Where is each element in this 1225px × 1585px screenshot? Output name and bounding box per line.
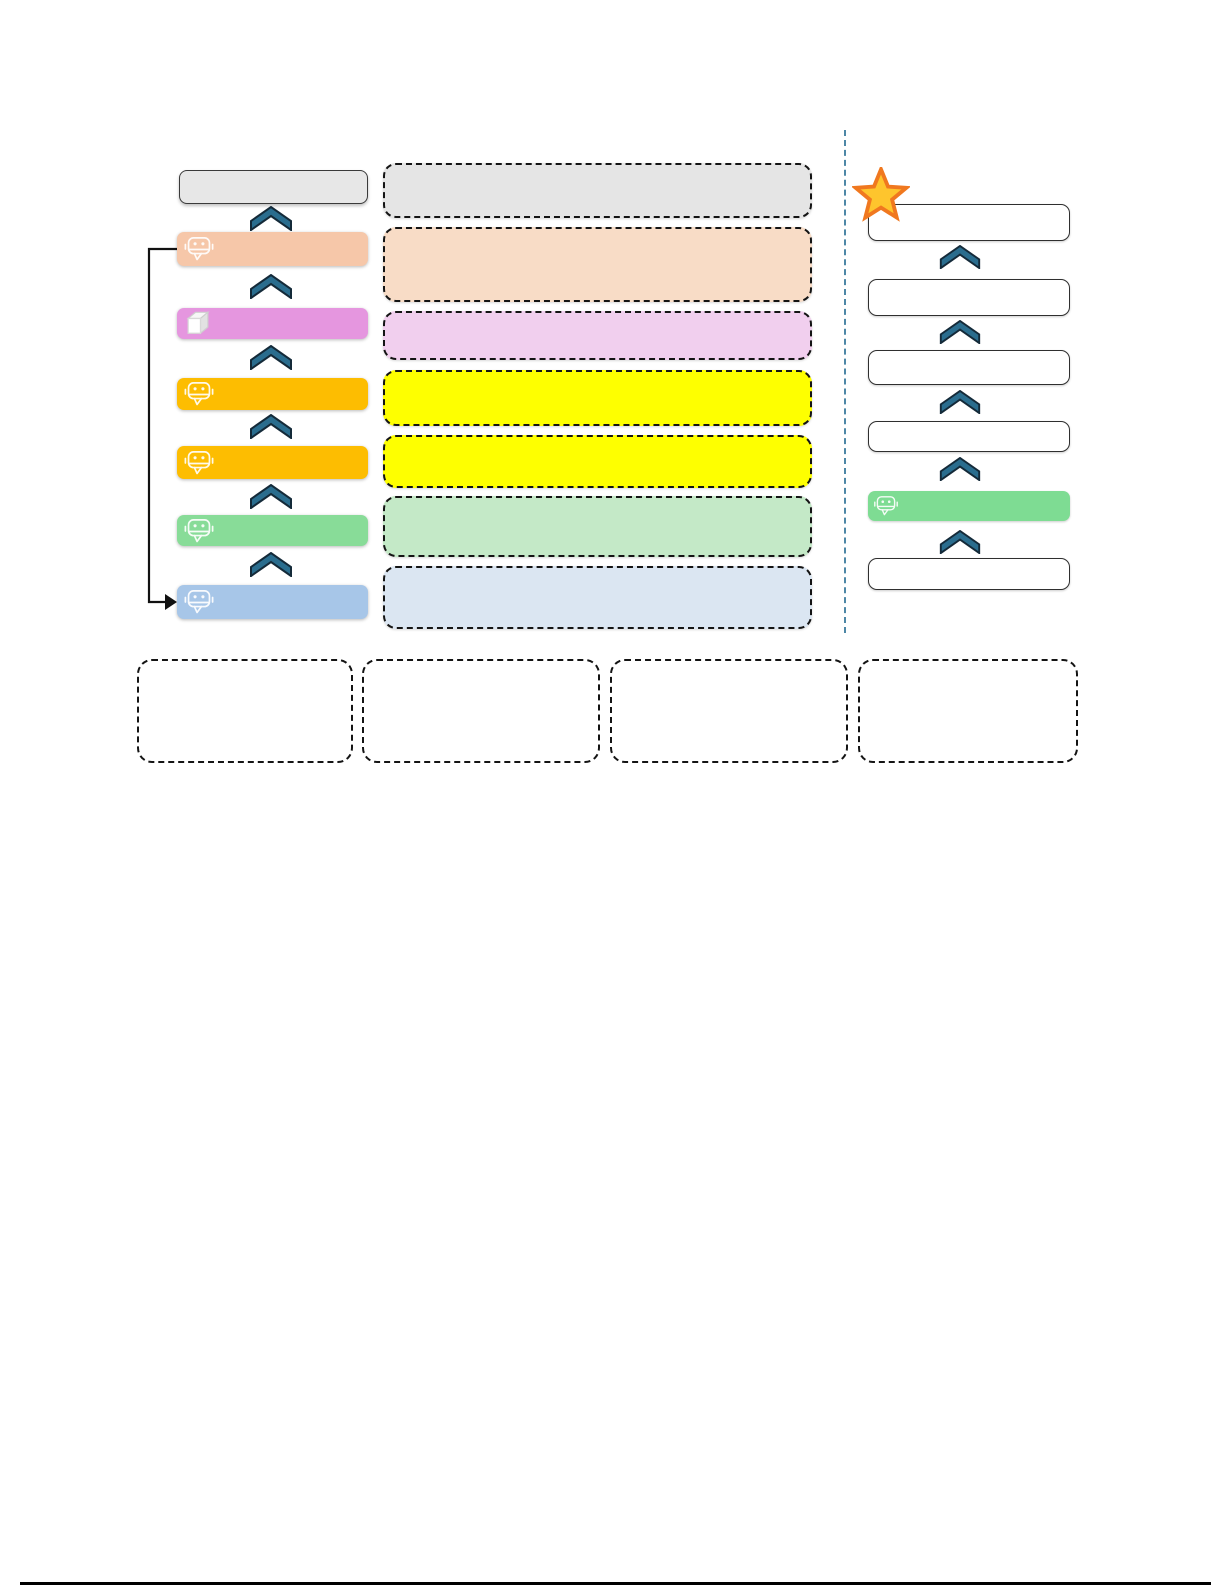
annotation-box-3 [383, 311, 812, 360]
left-layer-1 [179, 170, 368, 204]
robot-icon [184, 382, 214, 406]
right-step-6 [868, 558, 1070, 590]
footnote-box-4 [858, 659, 1078, 763]
robot-icon [184, 590, 214, 614]
robot-icon [184, 518, 214, 542]
star-icon [852, 167, 910, 222]
footnote-box-2 [362, 659, 600, 763]
left-layer-3 [177, 308, 368, 339]
chevron-up-icon [250, 552, 292, 577]
robot-icon [874, 496, 898, 516]
arrowhead-icon [165, 594, 177, 610]
chevron-up-icon [250, 274, 292, 299]
left-layer-5 [177, 446, 368, 479]
feedback-loop-line [147, 247, 177, 604]
right-step-4 [868, 421, 1070, 452]
left-layer-7 [177, 585, 368, 619]
cube-icon [186, 310, 210, 335]
chevron-up-icon [250, 345, 292, 370]
feedback-loop-arrow [147, 247, 177, 610]
footnote-box-3 [610, 659, 848, 763]
chevron-up-icon [939, 320, 981, 344]
chevron-up-icon [250, 484, 292, 509]
robot-icon [184, 237, 214, 261]
column-separator [844, 130, 846, 633]
chevron-up-icon [250, 206, 292, 231]
annotation-box-6 [383, 496, 812, 557]
right-step-3 [868, 350, 1070, 385]
annotation-box-2 [383, 227, 812, 302]
page-bottom-rule [20, 1582, 1211, 1585]
left-layer-6 [177, 515, 368, 546]
annotation-box-7 [383, 566, 812, 629]
annotation-box-1 [383, 163, 812, 218]
robot-icon [184, 450, 214, 474]
left-layer-2 [177, 232, 368, 266]
right-step-1 [868, 204, 1070, 241]
chevron-up-icon [939, 245, 981, 269]
annotation-box-4 [383, 370, 812, 426]
footnote-box-1 [137, 659, 353, 763]
chevron-up-icon [939, 457, 981, 481]
chevron-up-icon [939, 390, 981, 414]
right-step-5 [868, 491, 1070, 521]
annotation-box-5 [383, 435, 812, 488]
left-layer-4 [177, 378, 368, 410]
right-step-2 [868, 279, 1070, 316]
chevron-up-icon [250, 414, 292, 439]
chevron-up-icon [939, 530, 981, 554]
